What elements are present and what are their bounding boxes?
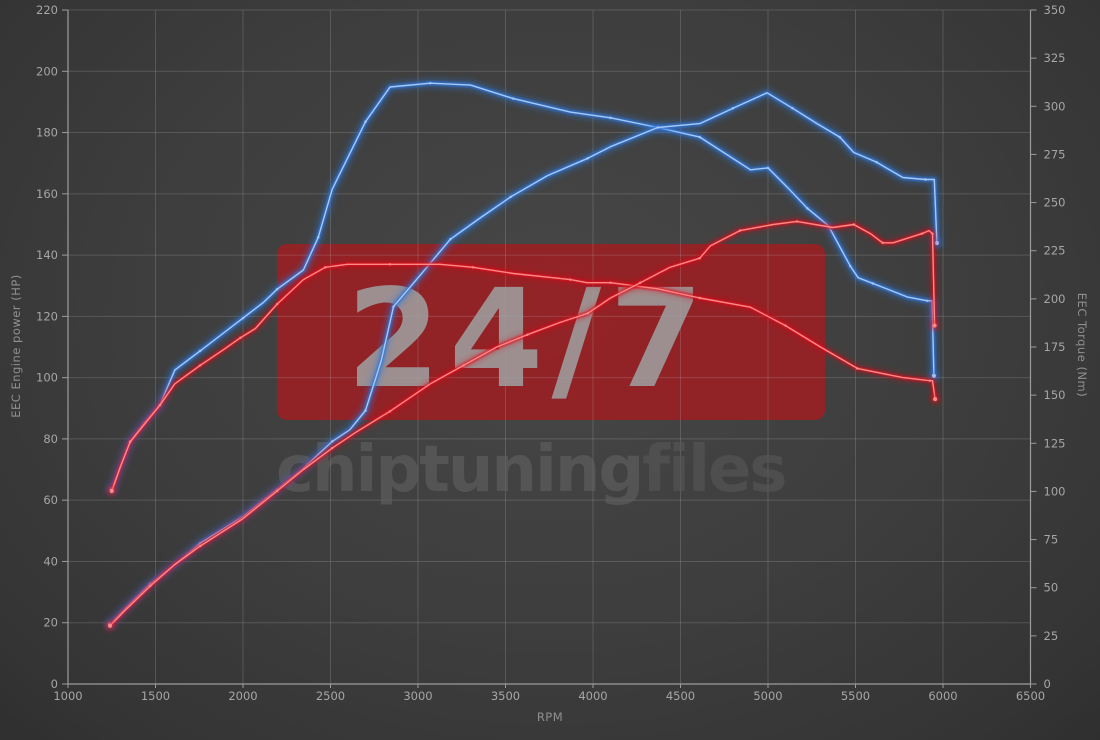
tick-labels: 1000 1500 2000 2500 3000 3500 4000 4500 5000 5500… [36, 3, 1065, 703]
right-tick-label: 325 [1044, 51, 1066, 65]
right-tick-label: 50 [1044, 581, 1059, 595]
x-axis-title: RPM [537, 710, 563, 724]
x-tick-label: 6000 [928, 689, 957, 703]
left-tick-label: 20 [43, 616, 58, 630]
left-tick-label: 220 [36, 3, 58, 17]
left-tick-label: 40 [43, 554, 58, 568]
right-tick-label: 250 [1044, 196, 1066, 210]
right-tick-label: 350 [1044, 3, 1066, 17]
right-tick-label: 275 [1044, 147, 1066, 161]
watermark-brand-part2: files [642, 433, 785, 507]
right-tick-label: 175 [1044, 340, 1066, 354]
right-tick-label: 25 [1044, 629, 1059, 643]
right-axis-title: EEC Torque (Nm) [1075, 293, 1089, 397]
x-tick-label: 2000 [228, 689, 257, 703]
dyno-curves [105, 78, 942, 631]
x-tick-label: 3500 [491, 689, 520, 703]
left-tick-label: 120 [36, 309, 58, 323]
x-tick-label: 1000 [53, 689, 82, 703]
left-tick-label: 100 [36, 371, 58, 385]
left-tick-label: 160 [36, 187, 58, 201]
x-tick-label: 5000 [753, 689, 782, 703]
x-tick-label: 4000 [578, 689, 607, 703]
right-tick-label: 200 [1044, 292, 1066, 306]
x-tick-label: 3000 [403, 689, 432, 703]
x-tick-label: 5500 [841, 689, 870, 703]
left-tick-label: 140 [36, 248, 58, 262]
power-curve-early-peak [107, 260, 940, 496]
left-tick-label: 60 [43, 493, 58, 507]
power-curve-late-peak [105, 217, 940, 631]
right-tick-label: 75 [1044, 533, 1059, 547]
left-axis-title: EEC Engine power (HP) [9, 274, 23, 418]
right-tick-label: 0 [1044, 677, 1051, 691]
right-tick-label: 150 [1044, 388, 1066, 402]
right-tick-label: 300 [1044, 99, 1066, 113]
x-tick-label: 1500 [141, 689, 170, 703]
x-tick-label: 6500 [1016, 689, 1045, 703]
right-tick-label: 125 [1044, 436, 1066, 450]
axis-lines [62, 9, 1037, 688]
left-tick-label: 80 [43, 432, 58, 446]
right-tick-label: 225 [1044, 244, 1066, 258]
right-tick-label: 100 [1044, 484, 1066, 498]
left-tick-label: 0 [51, 677, 58, 691]
watermark-brand-text: chiptuningfiles [276, 433, 786, 507]
x-tick-label: 4500 [666, 689, 695, 703]
left-tick-label: 180 [36, 126, 58, 140]
x-tick-label: 2500 [316, 689, 345, 703]
left-tick-label: 200 [36, 64, 58, 78]
